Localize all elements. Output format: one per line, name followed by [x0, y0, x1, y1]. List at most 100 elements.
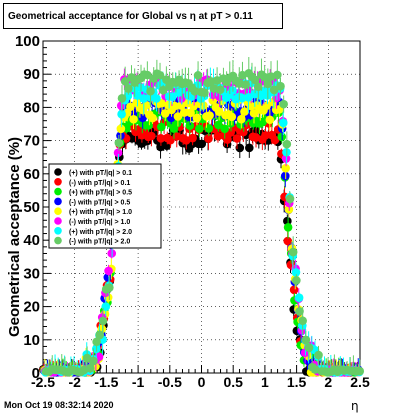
legend-marker — [54, 227, 62, 235]
data-point — [173, 112, 183, 121]
data-point — [213, 131, 223, 141]
y-tick-label: 90 — [23, 66, 40, 83]
legend-entry: (+) with pT/|q| > 0.1 — [69, 170, 132, 177]
legend-entry: (-) with pT/|q| > 0.5 — [69, 199, 130, 206]
data-point — [241, 80, 250, 89]
data-point — [235, 143, 245, 153]
data-point — [245, 143, 254, 153]
data-point — [281, 163, 290, 173]
y-axis-label: Geometrical acceptance (%) — [6, 137, 23, 337]
data-point — [301, 335, 311, 345]
y-tick-label: 10 — [23, 332, 40, 349]
y-tick-label: 100 — [15, 33, 40, 50]
data-point — [291, 268, 301, 277]
data-point — [206, 76, 216, 86]
data-point — [195, 124, 204, 134]
data-point — [249, 108, 259, 118]
legend-marker — [54, 178, 62, 186]
data-point — [193, 71, 203, 80]
data-point — [156, 133, 166, 143]
data-point — [283, 222, 293, 232]
data-point — [179, 108, 189, 117]
data-point — [138, 113, 147, 123]
x-tick-label: 1.5 — [287, 374, 307, 390]
y-tick-label: 40 — [23, 232, 40, 249]
y-tick-label: 80 — [23, 99, 40, 116]
legend-marker — [54, 168, 62, 176]
data-point — [260, 72, 269, 82]
data-point — [270, 135, 280, 145]
data-point — [148, 113, 157, 123]
data-point — [314, 350, 323, 360]
data-point — [89, 356, 98, 366]
data-point — [155, 70, 165, 80]
data-point — [152, 94, 161, 103]
data-point — [276, 81, 285, 91]
legend-entry: (+) with pT/|q| > 1.0 — [69, 209, 132, 216]
data-point — [117, 94, 127, 103]
legend-marker — [54, 217, 62, 225]
data-point — [144, 121, 153, 130]
data-point — [157, 122, 166, 132]
x-tick-label: -2 — [68, 374, 81, 390]
data-point — [98, 316, 108, 326]
legend-entry: (-) with pT/|q| > 2.0 — [69, 239, 130, 246]
data-point — [215, 85, 225, 95]
data-point — [204, 134, 213, 143]
footer-date: Mon Oct 19 08:32:14 2020 — [4, 400, 114, 410]
data-point — [124, 84, 133, 93]
legend-box — [48, 163, 162, 249]
data-point — [190, 87, 200, 96]
x-tick-label: -1 — [132, 374, 145, 390]
data-point — [289, 285, 299, 295]
data-point — [120, 77, 130, 86]
data-point — [282, 139, 292, 149]
data-point — [129, 114, 138, 124]
data-point — [279, 99, 288, 109]
legend-entry: (-) with pT/|q| > 0.1 — [69, 180, 130, 187]
data-point — [92, 337, 101, 347]
data-point — [265, 115, 275, 125]
data-point — [126, 102, 135, 112]
data-point — [103, 273, 113, 282]
data-point — [261, 131, 270, 140]
data-point — [304, 343, 314, 353]
data-point — [294, 293, 304, 303]
data-point — [143, 70, 152, 80]
data-point — [239, 127, 248, 137]
data-point — [188, 133, 197, 143]
data-point — [205, 111, 214, 120]
data-point — [166, 135, 175, 145]
data-point — [172, 118, 182, 128]
y-tick-label: 60 — [23, 166, 40, 183]
x-tick-label: 2.5 — [350, 374, 370, 390]
data-point — [105, 283, 114, 292]
data-point — [192, 113, 202, 123]
data-point — [244, 93, 253, 102]
data-point — [269, 85, 279, 95]
data-point — [146, 86, 155, 96]
data-point — [114, 138, 124, 148]
data-point — [116, 124, 126, 134]
data-point — [254, 82, 263, 92]
data-point — [292, 276, 301, 285]
legend-marker — [54, 187, 62, 196]
data-point — [214, 107, 224, 116]
data-point — [298, 316, 307, 326]
data-point — [250, 75, 260, 85]
y-tick-label: 70 — [23, 133, 40, 150]
y-tick-label: 20 — [23, 299, 40, 316]
x-tick-label: -2.5 — [31, 374, 55, 390]
data-point — [237, 114, 246, 124]
data-point — [237, 93, 247, 103]
data-point — [355, 366, 365, 376]
data-point — [160, 109, 170, 118]
data-point — [147, 131, 156, 141]
data-point — [197, 139, 207, 149]
data-point — [113, 148, 123, 158]
legend-entry: (+) with pT/|q| > 2.0 — [69, 229, 132, 236]
data-point — [209, 84, 219, 93]
data-point — [85, 363, 95, 373]
y-tick-label: 30 — [23, 265, 40, 282]
x-tick-label: -0.5 — [158, 374, 182, 390]
